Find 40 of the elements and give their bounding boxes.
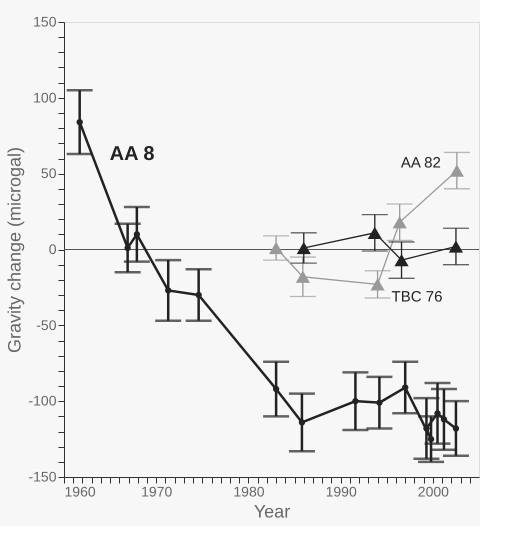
point — [368, 226, 382, 239]
x-tick-label: 1990 — [326, 484, 357, 500]
x-axis-title: Year — [254, 502, 290, 522]
point — [450, 164, 464, 177]
x-tick-label: 1980 — [233, 484, 265, 500]
y-tick-label: 150 — [33, 14, 57, 30]
point — [392, 216, 407, 228]
point — [124, 244, 131, 252]
y-tick-label: -50 — [36, 316, 57, 333]
point — [394, 254, 409, 266]
point — [134, 231, 140, 238]
point — [269, 242, 284, 254]
point — [402, 384, 408, 391]
annotation: AA 8 — [110, 143, 155, 166]
x-tick-label: 1970 — [141, 484, 173, 500]
point — [272, 386, 280, 392]
y-tick-label: 0 — [48, 241, 57, 257]
annotation: TBC 76 — [392, 288, 442, 306]
y-tick-label: 100 — [33, 89, 57, 106]
y-tick-label: 50 — [40, 165, 57, 182]
point — [352, 398, 359, 404]
annotation: AA 82 — [400, 154, 441, 172]
point — [434, 410, 441, 416]
point — [195, 292, 202, 298]
x-tick-label: 1960 — [64, 484, 96, 500]
point — [296, 270, 310, 283]
y-tick-label: -150 — [28, 468, 57, 484]
point — [428, 436, 434, 442]
point — [298, 419, 306, 426]
point — [452, 425, 460, 432]
point — [165, 287, 172, 294]
point — [370, 278, 385, 291]
x-tick-label: 2000 — [418, 484, 450, 500]
y-tick-label: -100 — [28, 392, 57, 409]
point — [440, 416, 448, 423]
point — [376, 400, 383, 406]
point — [76, 118, 83, 126]
point — [448, 240, 464, 253]
y-axis-title: Gravity change (microgal) — [4, 146, 24, 354]
point — [296, 242, 311, 254]
